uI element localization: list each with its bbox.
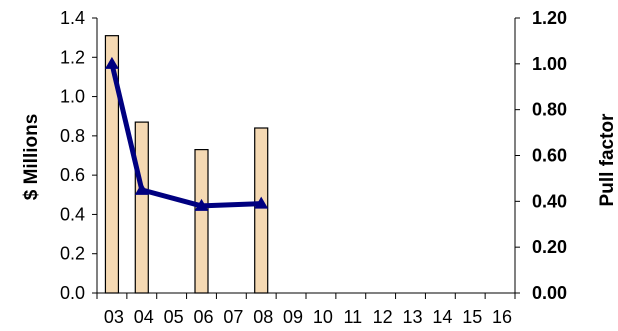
x-tick-label: 10 — [313, 307, 333, 327]
bar-04 — [134, 121, 149, 294]
left-tick-label: 1.4 — [60, 8, 85, 28]
line-marker-08 — [254, 196, 269, 209]
right-tick-labels: 0.00 0.20 0.40 0.60 0.80 1.00 1.20 — [532, 8, 567, 303]
right-tick-label: 0.80 — [532, 100, 567, 120]
line-marker-03 — [104, 56, 119, 69]
x-tick-label: 12 — [373, 307, 393, 327]
pull-factor-line — [109, 63, 262, 209]
right-tick-label: 0.40 — [532, 191, 567, 211]
line-marker-04 — [134, 182, 149, 195]
bar-08 — [254, 127, 269, 294]
x-tick-label: 16 — [492, 307, 512, 327]
right-tick-label: 0.60 — [532, 146, 567, 166]
x-tick-label: 03 — [104, 307, 124, 327]
axes-group — [92, 17, 520, 299]
x-tick-label: 09 — [283, 307, 303, 327]
left-tick-label: 0.4 — [60, 204, 85, 224]
left-tick-label: 0.6 — [60, 165, 85, 185]
x-tick-label: 04 — [134, 307, 154, 327]
left-tick-label: 0.8 — [60, 126, 85, 146]
x-tick-label: 08 — [253, 307, 273, 327]
y-axis-title-left: $ Millions — [21, 114, 42, 201]
bar-06 — [194, 149, 209, 294]
x-tick-label: 06 — [193, 307, 213, 327]
left-tick-label: 0.0 — [60, 283, 85, 303]
y-axis-title-right: Pull factor — [597, 113, 618, 207]
line-group — [104, 56, 269, 211]
bars-group — [104, 35, 269, 294]
right-tick-label: 1.00 — [532, 54, 567, 74]
left-tick-label: 0.2 — [60, 244, 85, 264]
x-tick-label: 15 — [462, 307, 482, 327]
left-tick-label: 1.2 — [60, 47, 85, 67]
right-tick-label: 1.20 — [532, 8, 567, 28]
right-tick-label: 0.20 — [532, 237, 567, 257]
left-tick-labels: 0.0 0.2 0.4 0.6 0.8 1.0 1.2 1.4 — [60, 8, 85, 303]
left-tick-label: 1.0 — [60, 87, 85, 107]
x-tick-label: 05 — [164, 307, 184, 327]
x-tick-label: 13 — [402, 307, 422, 327]
x-tick-label: 11 — [343, 307, 362, 327]
x-tick-label: 07 — [223, 307, 243, 327]
right-tick-label: 0.00 — [532, 283, 567, 303]
line-marker-06 — [194, 198, 209, 211]
x-tick-label: 14 — [432, 307, 452, 327]
x-tick-labels: 03 04 05 06 07 08 09 10 11 12 13 14 15 16 — [104, 307, 512, 327]
